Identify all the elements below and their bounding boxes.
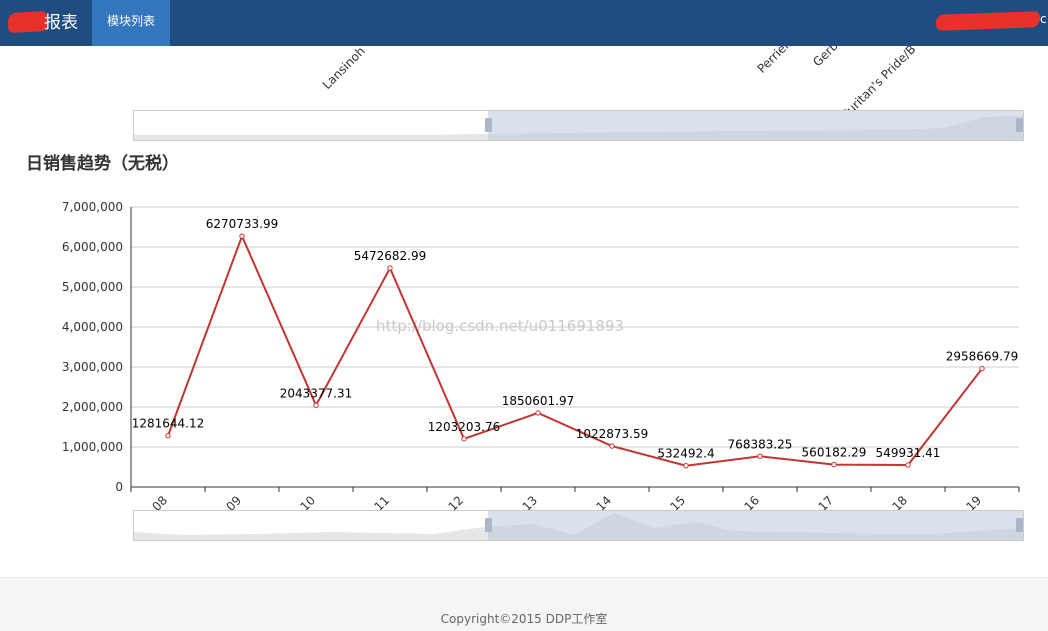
data-label: 2958669.79: [946, 350, 1019, 364]
data-point: [979, 365, 985, 372]
datazoom-right-handle[interactable]: [1016, 518, 1023, 532]
data-point: [165, 433, 171, 439]
brand[interactable]: 报表: [7, 0, 92, 46]
top-navbar: 报表 模块列表 c: [0, 0, 1048, 46]
y-tick-label: 6,000,000: [62, 240, 123, 254]
user-name-suffix: c: [1040, 12, 1047, 26]
data-point: [461, 436, 467, 442]
daily-sales-line-chart: 0 1,000,000 2,000,000 3,000,000 4,000,000 5,0…: [62, 200, 1020, 528]
y-tick-label: 4,000,000: [62, 320, 123, 334]
data-label: 560182.29: [802, 446, 867, 460]
nav-item-module-list[interactable]: 模块列表: [92, 0, 170, 46]
y-tick-label: 3,000,000: [62, 360, 123, 374]
chart-title: 日销售趋势（无税）: [26, 154, 179, 174]
y-tick-label: 2,000,000: [62, 400, 123, 414]
series-line-path: [167, 233, 983, 467]
data-label: 1281644.12: [132, 417, 205, 431]
data-label: 1022873.59: [576, 427, 649, 441]
data-label: 1203203.76: [428, 420, 501, 434]
prev-datazoom-left-handle[interactable]: [485, 118, 492, 132]
page-footer: Copyright©2015 DDP工作室: [0, 577, 1048, 631]
datazoom-left-handle[interactable]: [485, 518, 492, 532]
data-point: [831, 461, 837, 468]
axes: 0 1,000,000 2,000,000 3,000,000 4,000,000 5,0…: [62, 200, 1020, 528]
series-line: [165, 233, 985, 469]
data-label: 5472682.99: [354, 249, 427, 263]
data-labels: 1281644.12 6270733.99 2043377.31 5472682.99…: [132, 217, 1019, 461]
data-label: 6270733.99: [206, 217, 279, 231]
data-label: 1850601.97: [502, 394, 575, 408]
chart-datazoom[interactable]: [133, 510, 1024, 541]
data-label: 768383.25: [728, 437, 793, 451]
data-point: [609, 443, 615, 449]
copyright-text: Copyright©2015 DDP工作室: [440, 612, 608, 626]
data-point: [535, 410, 541, 416]
data-point: [757, 453, 763, 459]
watermark-text: http://blog.csdn.net/u011691893: [376, 317, 624, 335]
data-point: [387, 265, 393, 271]
prev-chart-datazoom[interactable]: [133, 110, 1024, 141]
y-tick-label: 1,000,000: [62, 440, 123, 454]
prev-datazoom-selection[interactable]: [488, 111, 1023, 140]
data-label: 532492.4: [657, 447, 714, 461]
data-label: 549931.41: [876, 446, 941, 460]
y-tick-label: 0: [115, 480, 123, 494]
datazoom-selection[interactable]: [488, 511, 1023, 540]
data-point: [313, 402, 319, 408]
data-label: 2043377.31: [280, 386, 353, 400]
brand-title: 报表: [44, 13, 78, 33]
y-tick-label: 7,000,000: [62, 200, 123, 214]
data-point: [239, 233, 245, 239]
grid-lines: [131, 206, 1019, 448]
y-tick-label: 5,000,000: [62, 280, 123, 294]
prev-datazoom-right-handle[interactable]: [1016, 118, 1023, 132]
data-point: [683, 463, 689, 469]
data-point: [905, 462, 911, 468]
